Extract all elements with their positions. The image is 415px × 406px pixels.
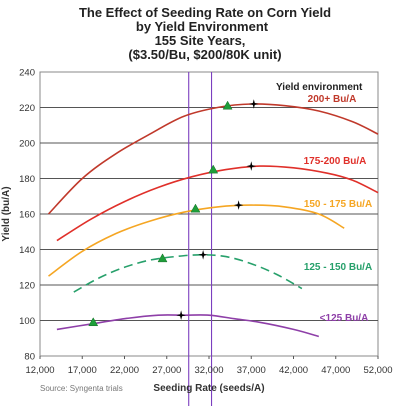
y-tick-label: 180 xyxy=(19,174,35,185)
y-tick-label: 140 xyxy=(19,245,35,256)
x-tick-label: 27,000 xyxy=(152,365,181,376)
optimum-marker xyxy=(208,164,219,174)
series-line xyxy=(56,314,320,338)
reference-lines xyxy=(188,72,213,406)
series-line xyxy=(73,253,303,293)
series-line xyxy=(56,165,379,242)
series-label: <125 Bu/A xyxy=(320,313,369,324)
x-tick-label: 42,000 xyxy=(279,365,308,376)
max-yield-marker xyxy=(249,99,259,109)
optimum-marker xyxy=(157,253,168,263)
optimum-marker xyxy=(222,100,233,110)
source-note: Source: Syngenta trials xyxy=(40,384,123,393)
x-tick-label: 52,000 xyxy=(363,365,392,376)
y-tick-label: 200 xyxy=(19,139,35,150)
series-labels: 200+ Bu/A 175-200 Bu/A 150 - 175 Bu/A 125 -… xyxy=(304,94,373,324)
chart-title-line-2: by Yield Environment xyxy=(136,19,269,34)
y-tick-labels: 80 100 120 140 160 180 200 220 240 xyxy=(19,68,35,363)
y-axis-label: Yield (bu/A) xyxy=(1,186,12,241)
grid xyxy=(40,107,378,321)
y-tick-label: 120 xyxy=(19,281,35,292)
y-tick-label: 240 xyxy=(19,68,35,79)
series-label: 200+ Bu/A xyxy=(308,94,357,105)
max-yield-marker xyxy=(198,250,208,260)
series-group xyxy=(47,103,379,338)
y-tick-label: 100 xyxy=(19,316,35,327)
optimum-marker xyxy=(190,203,201,213)
x-tick-label: 12,000 xyxy=(25,365,54,376)
markers-group xyxy=(88,99,259,327)
chart-title-line-4: ($3.50/Bu, $200/80K unit) xyxy=(128,47,281,62)
max-yield-marker xyxy=(176,310,186,320)
x-tick-label: 37,000 xyxy=(237,365,266,376)
series-label: 150 - 175 Bu/A xyxy=(304,199,372,210)
series-line xyxy=(47,103,379,215)
series-label: 125 - 150 Bu/A xyxy=(304,262,372,273)
legend-title: Yield environment xyxy=(276,82,363,93)
x-tick-labels: 12,000 17,000 22,000 27,000 32,000 37,000 42,0… xyxy=(25,356,393,376)
y-tick-label: 220 xyxy=(19,103,35,114)
x-axis-label: Seeding Rate (seeds/A) xyxy=(153,383,264,394)
series-line xyxy=(48,204,345,277)
x-tick-label: 17,000 xyxy=(68,365,97,376)
y-tick-label: 160 xyxy=(19,210,35,221)
x-tick-label: 47,000 xyxy=(321,365,350,376)
series-label: 175-200 Bu/A xyxy=(304,156,367,167)
optimum-marker xyxy=(88,317,99,327)
chart-title-line-1: The Effect of Seeding Rate on Corn Yield xyxy=(79,5,331,20)
chart-title-line-3: 155 Site Years, xyxy=(155,33,246,48)
max-yield-marker xyxy=(246,161,257,171)
y-tick-label: 80 xyxy=(24,352,35,363)
max-yield-marker xyxy=(233,200,244,210)
x-tick-label: 32,000 xyxy=(194,365,223,376)
x-tick-label: 22,000 xyxy=(110,365,139,376)
